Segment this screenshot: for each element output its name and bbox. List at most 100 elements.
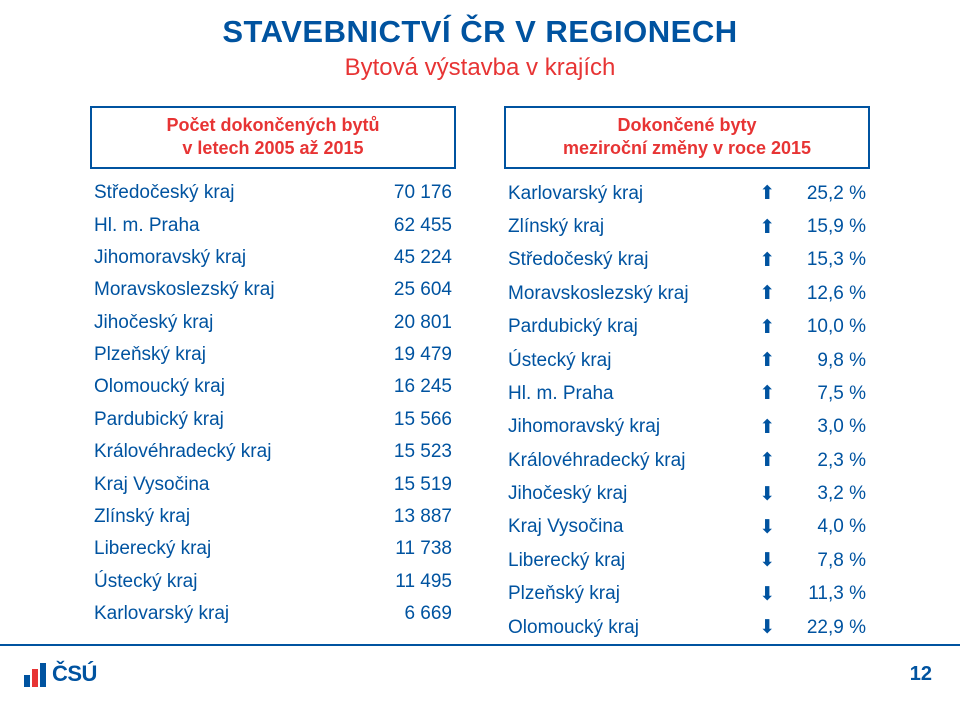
table-row: Středočeský kraj⬆15,3 % xyxy=(504,244,870,277)
table-row: Zlínský kraj13 887 xyxy=(90,501,456,533)
page-subtitle: Bytová výstavba v krajích xyxy=(0,50,960,82)
change-value: 15,9 % xyxy=(781,210,870,243)
left-table-header: Počet dokončených bytů v letech 2005 až … xyxy=(90,106,456,169)
table-row: Ústecký kraj⬆9,8 % xyxy=(504,344,870,377)
region-value: 19 479 xyxy=(361,339,456,371)
arrow-down-icon: ⬇ xyxy=(753,544,781,577)
region-value: 16 245 xyxy=(361,371,456,403)
region-name: Královéhradecký kraj xyxy=(90,436,361,468)
change-value: 25,2 % xyxy=(781,177,870,210)
change-value: 3,2 % xyxy=(781,477,870,510)
region-name: Karlovarský kraj xyxy=(90,598,361,630)
table-row: Pardubický kraj⬆10,0 % xyxy=(504,311,870,344)
table-row: Jihomoravský kraj45 224 xyxy=(90,242,456,274)
change-value: 2,3 % xyxy=(781,444,870,477)
table-row: Plzeňský kraj⬇11,3 % xyxy=(504,578,870,611)
region-value: 15 519 xyxy=(361,468,456,500)
region-name: Moravskoslezský kraj xyxy=(504,277,753,310)
table-row: Kraj Vysočina15 519 xyxy=(90,468,456,500)
region-value: 11 495 xyxy=(361,566,456,598)
table-row: Ústecký kraj11 495 xyxy=(90,566,456,598)
change-value: 7,8 % xyxy=(781,544,870,577)
table-row: Královéhradecký kraj15 523 xyxy=(90,436,456,468)
region-name: Pardubický kraj xyxy=(504,311,753,344)
region-name: Olomoucký kraj xyxy=(504,611,753,644)
table-row: Olomoucký kraj⬇22,9 % xyxy=(504,611,870,644)
table-row: Hl. m. Praha62 455 xyxy=(90,209,456,241)
arrow-up-icon: ⬆ xyxy=(753,311,781,344)
region-value: 15 566 xyxy=(361,404,456,436)
region-name: Karlovarský kraj xyxy=(504,177,753,210)
right-column: Dokončené byty meziroční změny v roce 20… xyxy=(504,106,870,644)
change-value: 15,3 % xyxy=(781,244,870,277)
change-value: 12,6 % xyxy=(781,277,870,310)
table-row: Pardubický kraj15 566 xyxy=(90,404,456,436)
table-row: Kraj Vysočina⬇4,0 % xyxy=(504,511,870,544)
content-columns: Počet dokončených bytů v letech 2005 až … xyxy=(0,106,960,644)
region-value: 13 887 xyxy=(361,501,456,533)
region-name: Hl. m. Praha xyxy=(90,209,361,241)
right-table: Karlovarský kraj⬆25,2 %Zlínský kraj⬆15,9… xyxy=(504,177,870,644)
table-row: Středočeský kraj70 176 xyxy=(90,177,456,209)
region-value: 25 604 xyxy=(361,274,456,306)
arrow-down-icon: ⬇ xyxy=(753,611,781,644)
region-name: Plzeňský kraj xyxy=(504,578,753,611)
region-name: Jihočeský kraj xyxy=(504,477,753,510)
region-value: 45 224 xyxy=(361,242,456,274)
right-header-line1: Dokončené byty xyxy=(510,114,864,137)
region-name: Pardubický kraj xyxy=(90,404,361,436)
logo-bars-icon xyxy=(24,661,46,687)
region-name: Kraj Vysočina xyxy=(90,468,361,500)
region-name: Liberecký kraj xyxy=(90,533,361,565)
left-header-line1: Počet dokončených bytů xyxy=(96,114,450,137)
region-name: Středočeský kraj xyxy=(90,177,361,209)
region-name: Ústecký kraj xyxy=(504,344,753,377)
table-row: Olomoucký kraj16 245 xyxy=(90,371,456,403)
table-row: Plzeňský kraj19 479 xyxy=(90,339,456,371)
table-row: Karlovarský kraj6 669 xyxy=(90,598,456,630)
region-value: 70 176 xyxy=(361,177,456,209)
right-table-header: Dokončené byty meziroční změny v roce 20… xyxy=(504,106,870,169)
region-name: Liberecký kraj xyxy=(504,544,753,577)
table-row: Moravskoslezský kraj⬆12,6 % xyxy=(504,277,870,310)
csu-logo: ČSÚ xyxy=(24,661,97,687)
region-name: Jihočeský kraj xyxy=(90,307,361,339)
arrow-up-icon: ⬆ xyxy=(753,244,781,277)
change-value: 3,0 % xyxy=(781,411,870,444)
arrow-up-icon: ⬆ xyxy=(753,344,781,377)
region-value: 15 523 xyxy=(361,436,456,468)
table-row: Hl. m. Praha⬆7,5 % xyxy=(504,377,870,410)
region-value: 62 455 xyxy=(361,209,456,241)
change-value: 22,9 % xyxy=(781,611,870,644)
table-row: Jihomoravský kraj⬆3,0 % xyxy=(504,411,870,444)
region-name: Kraj Vysočina xyxy=(504,511,753,544)
logo-text: ČSÚ xyxy=(52,661,97,687)
region-value: 11 738 xyxy=(361,533,456,565)
table-row: Královéhradecký kraj⬆2,3 % xyxy=(504,444,870,477)
region-name: Jihomoravský kraj xyxy=(504,411,753,444)
region-value: 6 669 xyxy=(361,598,456,630)
page-number: 12 xyxy=(910,663,932,686)
left-header-line2: v letech 2005 až 2015 xyxy=(96,137,450,160)
region-name: Jihomoravský kraj xyxy=(90,242,361,274)
region-name: Ústecký kraj xyxy=(90,566,361,598)
arrow-up-icon: ⬆ xyxy=(753,411,781,444)
page-title: STAVEBNICTVÍ ČR V REGIONECH xyxy=(0,0,960,50)
table-row: Jihočeský kraj20 801 xyxy=(90,307,456,339)
region-name: Moravskoslezský kraj xyxy=(90,274,361,306)
region-name: Olomoucký kraj xyxy=(90,371,361,403)
arrow-up-icon: ⬆ xyxy=(753,177,781,210)
change-value: 9,8 % xyxy=(781,344,870,377)
arrow-down-icon: ⬇ xyxy=(753,578,781,611)
arrow-down-icon: ⬇ xyxy=(753,511,781,544)
left-table: Středočeský kraj70 176Hl. m. Praha62 455… xyxy=(90,177,456,630)
table-row: Liberecký kraj⬇7,8 % xyxy=(504,544,870,577)
table-row: Moravskoslezský kraj25 604 xyxy=(90,274,456,306)
arrow-down-icon: ⬇ xyxy=(753,477,781,510)
region-name: Středočeský kraj xyxy=(504,244,753,277)
region-name: Zlínský kraj xyxy=(90,501,361,533)
footer: ČSÚ 12 xyxy=(0,644,960,702)
region-name: Hl. m. Praha xyxy=(504,377,753,410)
left-column: Počet dokončených bytů v letech 2005 až … xyxy=(90,106,456,644)
table-row: Jihočeský kraj⬇3,2 % xyxy=(504,477,870,510)
